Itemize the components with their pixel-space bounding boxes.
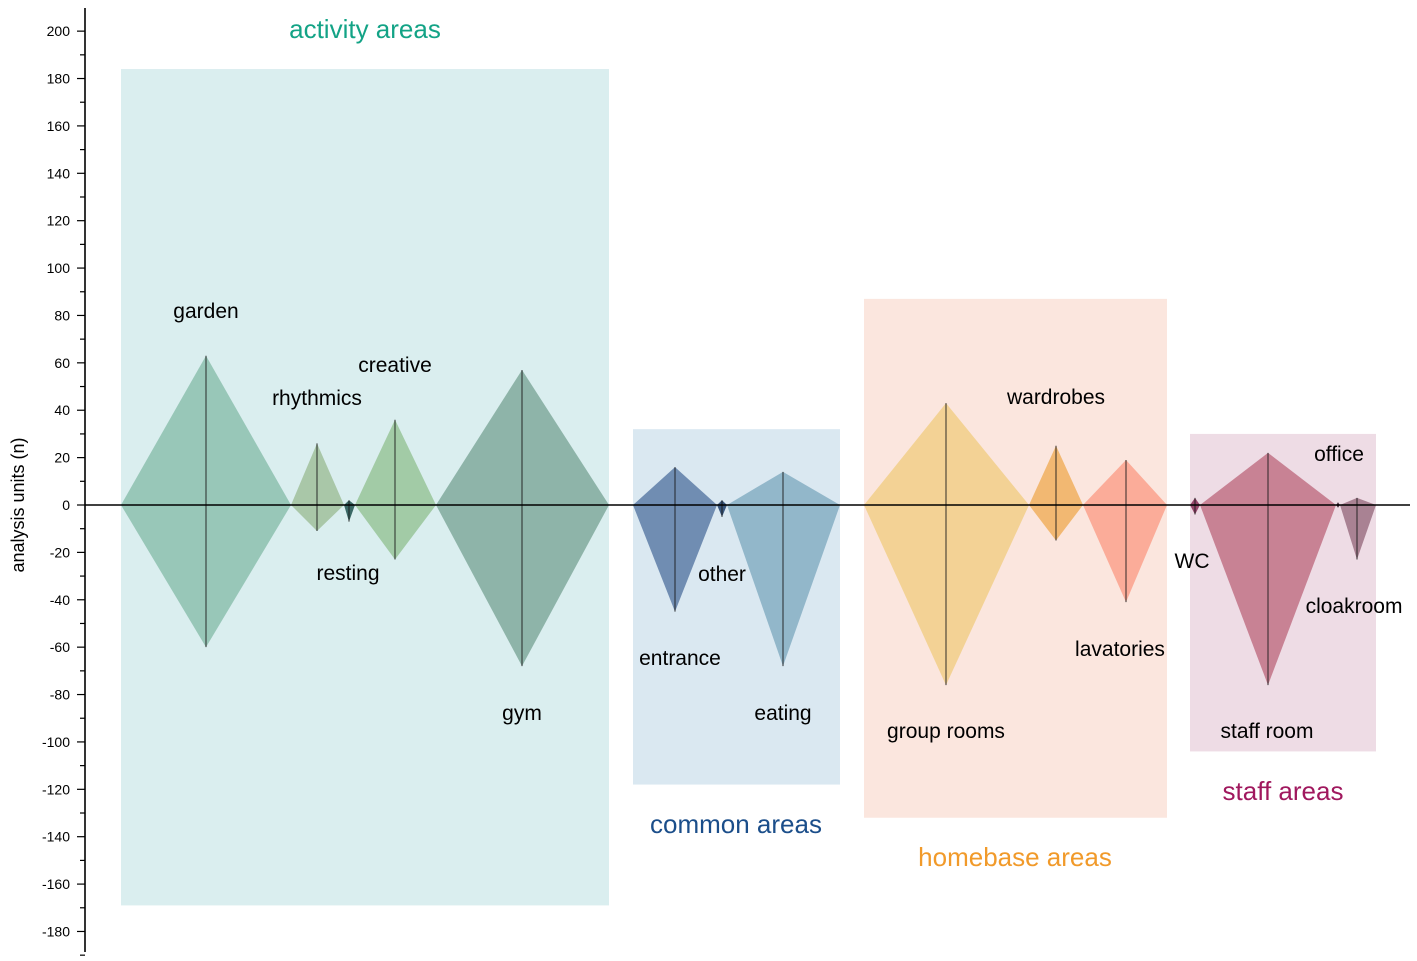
item-label-other: other (698, 563, 746, 586)
y-tick-label: -180 (42, 923, 70, 939)
labels: garden rhythmics resting creative gym entranc… (173, 14, 1402, 872)
diamond-group-rooms (864, 403, 1029, 686)
y-tick-label: 160 (47, 118, 71, 134)
axes: 200180160140120100806040200-20-40-60-80-… (42, 8, 1410, 956)
y-tick-label: -20 (50, 544, 70, 560)
diamond-lavatories (1083, 459, 1167, 603)
item-label-lavatories: lavatories (1075, 638, 1165, 661)
y-tick-label: 200 (47, 23, 71, 39)
y-tick-label: 20 (54, 450, 70, 466)
group-label-staff-areas: staff areas (1223, 776, 1344, 806)
item-label-staff-room: staff room (1221, 720, 1314, 743)
y-axis-title: analysis units (n) (8, 437, 28, 572)
y-tick-label: -160 (42, 876, 70, 892)
y-tick-label: -100 (42, 734, 70, 750)
item-label-resting: resting (316, 562, 379, 585)
y-tick-label: 100 (47, 260, 71, 276)
y-tick-label: -120 (42, 781, 70, 797)
group-label-homebase-areas: homebase areas (918, 842, 1112, 872)
y-tick-label: -60 (50, 639, 70, 655)
y-tick-label: 80 (54, 307, 70, 323)
item-label-cloakroom: cloakroom (1306, 595, 1403, 618)
diamond-creative (355, 419, 436, 560)
y-tick-label: -140 (42, 829, 70, 845)
y-tick-label: 40 (54, 402, 70, 418)
item-label-eating: eating (754, 702, 811, 725)
diamond-eating (727, 471, 840, 667)
group-label-common-areas: common areas (650, 809, 822, 839)
y-tick-label: -80 (50, 687, 70, 703)
diamond-gym (436, 369, 609, 667)
diamond-rhythmics (291, 443, 344, 532)
item-label-wardrobes: wardrobes (1006, 386, 1105, 409)
item-label-WC: WC (1175, 550, 1210, 573)
y-tick-label: -40 (50, 592, 70, 608)
diamonds (121, 355, 1376, 686)
y-tick-label: 180 (47, 71, 71, 87)
y-tick-label: 120 (47, 213, 71, 229)
item-label-rhythmics: rhythmics (272, 387, 362, 410)
y-tick-label: 60 (54, 355, 70, 371)
y-tick-label: 140 (47, 165, 71, 181)
item-label-garden: garden (173, 300, 238, 323)
diamond-cloakroom (1340, 497, 1376, 560)
item-label-entrance: entrance (639, 647, 721, 670)
group-label-activity-areas: activity areas (289, 14, 441, 44)
y-tick-label: 0 (62, 497, 70, 513)
item-label-creative: creative (358, 354, 432, 377)
item-label-group-rooms: group rooms (887, 720, 1005, 743)
item-label-gym: gym (502, 702, 542, 725)
item-label-office: office (1314, 443, 1364, 466)
